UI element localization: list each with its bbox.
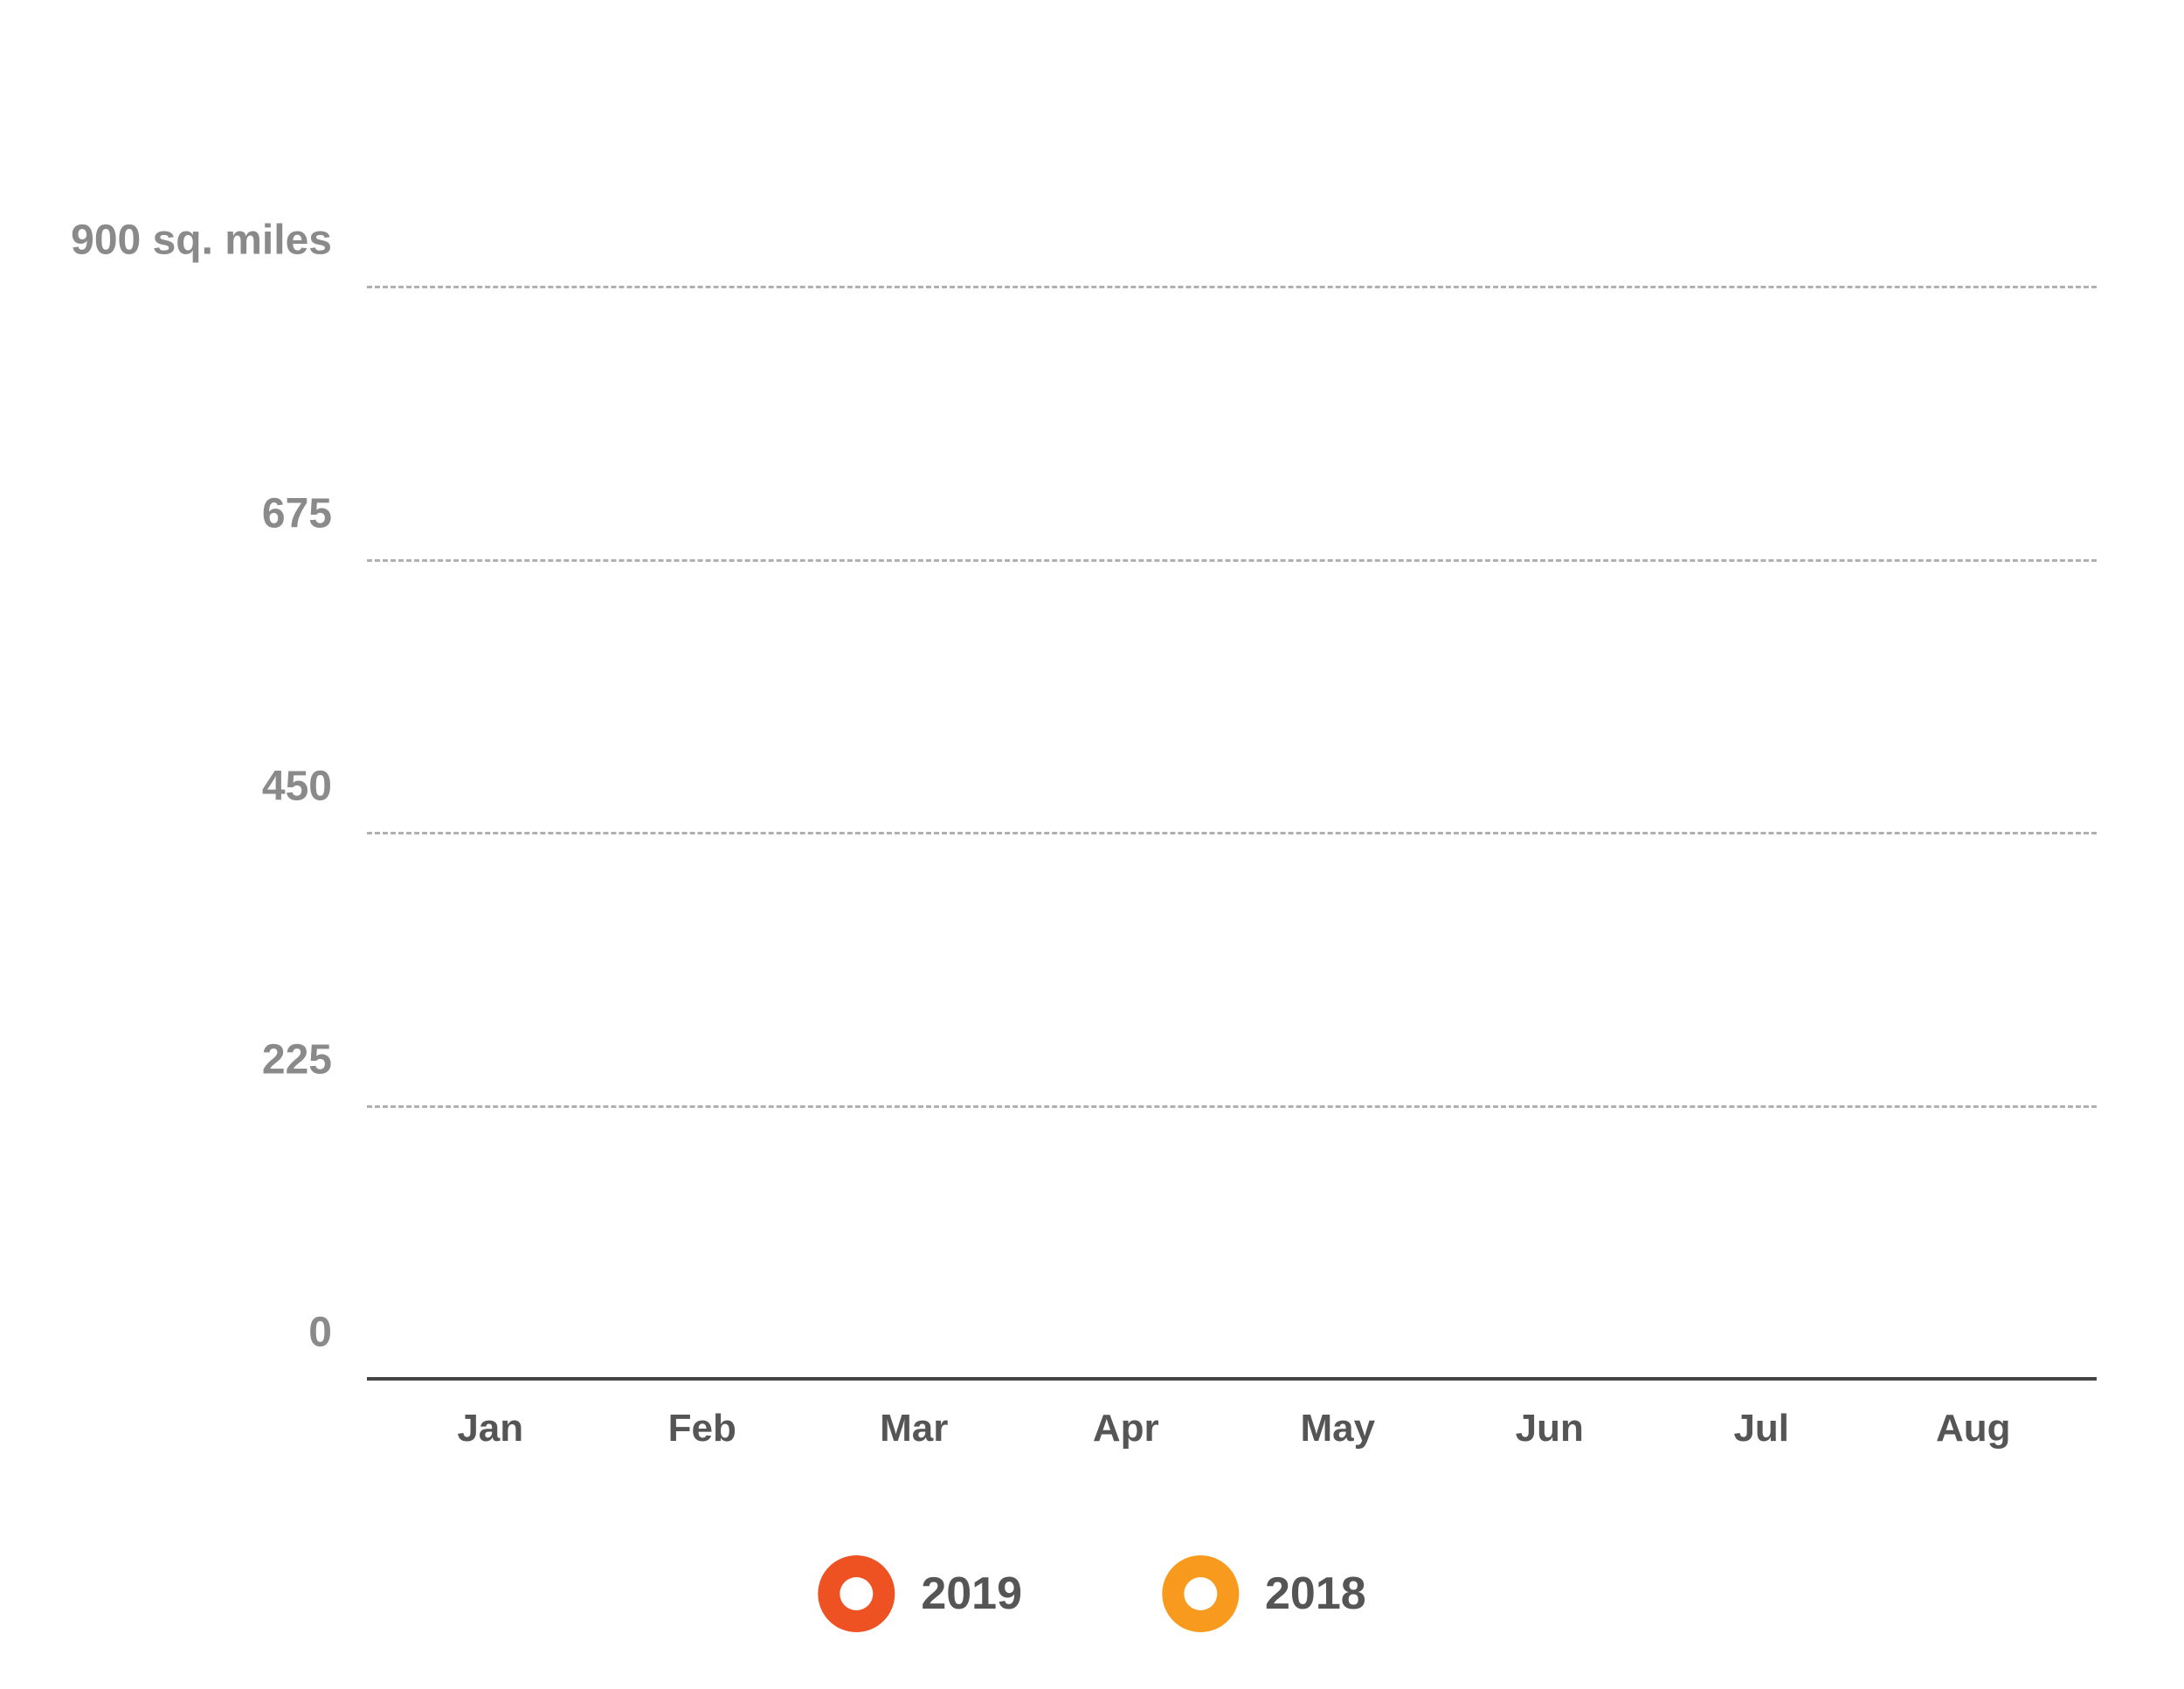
bar-chart: 0225450675900 sq. miles JanFebMarAprMayJ… bbox=[367, 288, 2097, 1381]
y-axis-label: 675 bbox=[262, 489, 367, 537]
x-axis-baseline bbox=[367, 1377, 2097, 1381]
x-axis-label: May bbox=[1300, 1381, 1375, 1450]
y-axis-label: 900 sq. miles bbox=[71, 217, 367, 265]
legend: 2019 2018 bbox=[818, 1555, 1365, 1632]
legend-swatch bbox=[1162, 1555, 1239, 1632]
legend-swatch-inner bbox=[840, 1577, 873, 1610]
legend-item: 2019 bbox=[818, 1555, 1022, 1632]
x-axis-label: Jul bbox=[1733, 1381, 1789, 1450]
x-axis-label: Jun bbox=[1516, 1381, 1584, 1450]
legend-label: 2019 bbox=[921, 1568, 1022, 1620]
x-axis-label: Mar bbox=[880, 1381, 948, 1450]
legend-label: 2018 bbox=[1265, 1568, 1366, 1620]
legend-item: 2018 bbox=[1162, 1555, 1366, 1632]
y-axis-label: 450 bbox=[262, 763, 367, 811]
legend-swatch-inner bbox=[1184, 1577, 1217, 1610]
x-axis-label: Aug bbox=[1936, 1381, 2011, 1450]
x-axis-label: Jan bbox=[457, 1381, 523, 1450]
x-axis-label: Feb bbox=[668, 1381, 736, 1450]
y-axis-label: 225 bbox=[262, 1035, 367, 1083]
legend-swatch bbox=[818, 1555, 895, 1632]
x-axis-label: Apr bbox=[1093, 1381, 1159, 1450]
y-axis-label: 0 bbox=[308, 1309, 367, 1357]
bars-area: JanFebMarAprMayJunJulAug bbox=[367, 288, 2097, 1381]
